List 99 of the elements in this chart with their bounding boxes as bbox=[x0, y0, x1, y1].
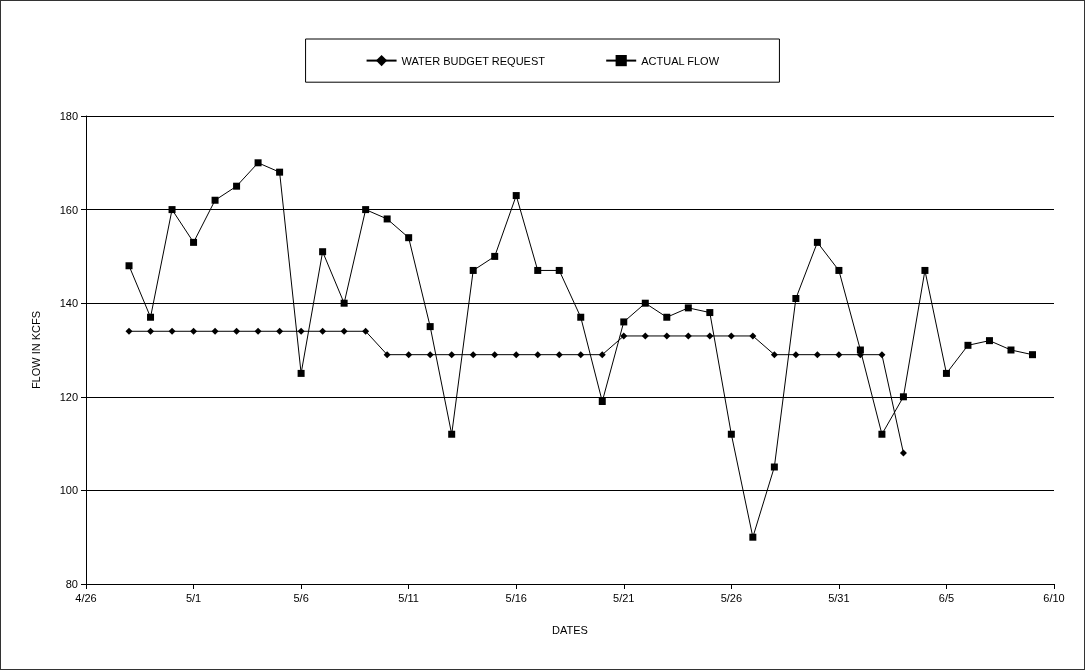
point bbox=[663, 332, 671, 340]
point bbox=[985, 337, 993, 345]
point bbox=[942, 369, 950, 377]
x-tick-label: 5/21 bbox=[613, 591, 635, 604]
point bbox=[512, 351, 520, 359]
point bbox=[1028, 351, 1036, 359]
y-tick-label: 180 bbox=[59, 110, 78, 122]
point bbox=[469, 266, 477, 274]
point bbox=[211, 196, 219, 204]
point bbox=[878, 430, 886, 438]
point bbox=[319, 248, 327, 256]
point bbox=[168, 206, 176, 214]
point bbox=[964, 341, 972, 349]
point bbox=[383, 351, 391, 359]
point bbox=[512, 192, 520, 200]
point bbox=[469, 351, 477, 359]
y-tick-label: 120 bbox=[59, 390, 78, 403]
point bbox=[620, 332, 628, 340]
point bbox=[813, 351, 821, 359]
point bbox=[641, 299, 649, 307]
point bbox=[340, 327, 348, 335]
point bbox=[362, 327, 370, 335]
point bbox=[921, 266, 929, 274]
point bbox=[727, 332, 735, 340]
point bbox=[233, 327, 241, 335]
point bbox=[684, 332, 692, 340]
y-tick-label: 160 bbox=[59, 203, 78, 216]
point bbox=[555, 266, 563, 274]
point bbox=[641, 332, 649, 340]
point bbox=[792, 351, 800, 359]
point bbox=[899, 449, 907, 457]
point bbox=[706, 309, 714, 317]
x-tick-label: 5/1 bbox=[185, 591, 202, 604]
point bbox=[577, 351, 585, 359]
x-tick-label: 5/6 bbox=[293, 591, 309, 604]
point bbox=[276, 168, 284, 176]
x-tick-label: 5/26 bbox=[720, 591, 743, 604]
point bbox=[340, 299, 348, 307]
point bbox=[297, 369, 305, 377]
point bbox=[727, 430, 735, 438]
point bbox=[1007, 346, 1015, 354]
point bbox=[233, 182, 241, 190]
legend-label: ACTUAL FLOW bbox=[641, 54, 720, 67]
point bbox=[147, 313, 155, 321]
point bbox=[620, 318, 628, 326]
point bbox=[555, 351, 563, 359]
point bbox=[405, 234, 413, 242]
y-axis-title: FLOW IN KCFS bbox=[29, 310, 42, 390]
point bbox=[125, 262, 133, 270]
point bbox=[534, 351, 542, 359]
point bbox=[276, 327, 284, 335]
x-tick-label: 6/5 bbox=[938, 591, 955, 604]
point bbox=[856, 346, 864, 354]
point bbox=[254, 159, 262, 167]
y-tick-label: 80 bbox=[65, 578, 78, 590]
point bbox=[684, 304, 692, 312]
point bbox=[383, 215, 391, 223]
point bbox=[405, 351, 413, 359]
point bbox=[792, 295, 800, 303]
point bbox=[211, 327, 219, 335]
point bbox=[878, 351, 886, 359]
point bbox=[491, 252, 499, 260]
point bbox=[534, 266, 542, 274]
legend-label: WATER BUDGET REQUEST bbox=[401, 54, 546, 67]
point bbox=[362, 206, 370, 214]
point bbox=[190, 327, 198, 335]
point bbox=[426, 351, 434, 359]
point bbox=[835, 266, 843, 274]
point bbox=[706, 332, 714, 340]
point bbox=[598, 351, 606, 359]
point bbox=[835, 351, 843, 359]
point bbox=[749, 533, 757, 541]
point bbox=[147, 327, 155, 335]
x-tick-label: 5/11 bbox=[398, 591, 419, 604]
point bbox=[749, 332, 757, 340]
point bbox=[448, 351, 456, 359]
point bbox=[491, 351, 499, 359]
point bbox=[168, 327, 176, 335]
y-tick-label: 140 bbox=[59, 297, 78, 310]
x-tick-label: 5/16 bbox=[505, 591, 527, 604]
point bbox=[663, 313, 671, 321]
point bbox=[319, 327, 327, 335]
point bbox=[770, 463, 778, 471]
point bbox=[813, 238, 821, 246]
point bbox=[426, 323, 434, 331]
point bbox=[297, 327, 305, 335]
y-tick-label: 100 bbox=[59, 484, 78, 497]
point bbox=[598, 397, 606, 405]
point bbox=[254, 327, 262, 335]
x-tick-label: 5/31 bbox=[828, 591, 850, 604]
point bbox=[899, 393, 907, 401]
point bbox=[190, 238, 198, 246]
x-tick-label: 4/26 bbox=[75, 591, 97, 604]
x-axis-title: DATES bbox=[552, 623, 588, 636]
x-tick-label: 6/10 bbox=[1043, 591, 1065, 604]
point bbox=[125, 327, 133, 335]
point bbox=[577, 313, 585, 321]
point bbox=[770, 351, 778, 359]
point bbox=[448, 430, 456, 438]
